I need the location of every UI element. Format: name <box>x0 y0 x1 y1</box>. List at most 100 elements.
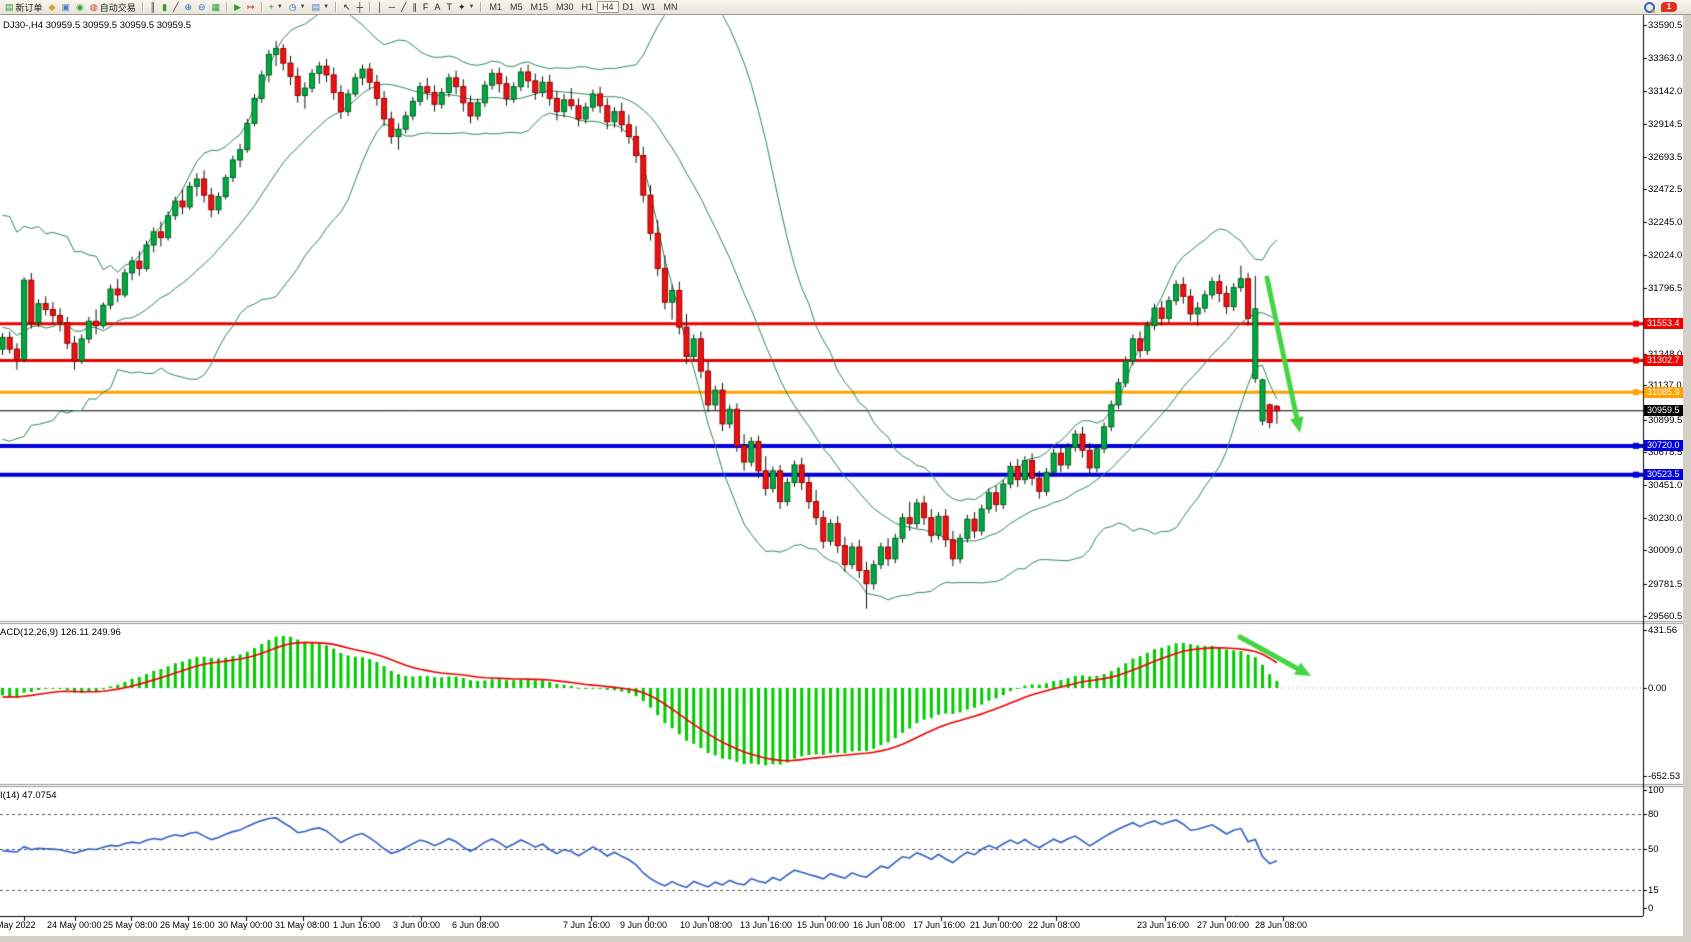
market-watch-icon: ◆ <box>48 2 56 12</box>
search-icon[interactable] <box>1644 1 1655 13</box>
cursor-button[interactable]: ↖ <box>340 1 354 14</box>
vertical-line-icon: │ <box>376 2 383 12</box>
price-axis-tick: 29560.5 <box>1648 610 1683 622</box>
indicators-plus-icon: + <box>268 2 274 12</box>
time-axis-label: 24 May 00:00 <box>47 920 102 930</box>
rsi-axis-tick: 80 <box>1648 808 1659 820</box>
time-axis-label: 22 Jun 08:00 <box>1028 920 1081 930</box>
timeframe-button-m15[interactable]: M15 <box>530 2 548 12</box>
periods-dropdown-icon[interactable]: ▼ <box>299 4 306 10</box>
channel-icon: ∥ <box>412 2 417 12</box>
rsi-axis-tick: 100 <box>1648 785 1664 796</box>
crosshair-icon: ┼ <box>356 2 363 12</box>
new-order-icon: ▤ <box>5 2 14 12</box>
rsi-axis-tick: 15 <box>1648 885 1659 897</box>
price-axis-tick: 31348.0 <box>1648 349 1682 360</box>
time-axis-label: 10 Jun 08:00 <box>680 920 733 930</box>
equidistant-channel-button[interactable]: ∥ <box>409 1 420 14</box>
time-axis-label: 25 May 08:00 <box>103 920 158 930</box>
time-axis-label: 13 Jun 16:00 <box>740 920 793 930</box>
timeframe-button-w1[interactable]: W1 <box>642 2 656 12</box>
clock-icon: ◷ <box>288 2 297 12</box>
templates-button[interactable]: ▤ ▼ <box>309 1 332 14</box>
cursor-icon: ↖ <box>343 2 351 12</box>
price-level-badge: 31085.9 <box>1644 386 1691 398</box>
timeframe-button-d1[interactable]: D1 <box>622 2 635 12</box>
toolbar-separator <box>335 2 338 12</box>
horizontal-line-button[interactable]: ─ <box>386 1 398 14</box>
notifications-badge[interactable]: 1 <box>1661 2 1677 12</box>
timeframe-button-h1[interactable]: H1 <box>581 2 594 12</box>
rsi-axis-tick: 50 <box>1648 844 1659 855</box>
price-level-badge: 31302.7 <box>1644 354 1691 366</box>
price-axis-tick: 30230.0 <box>1648 512 1683 524</box>
autotrading-icon: ◍ <box>89 2 98 12</box>
price-axis-tick: 32693.5 <box>1648 151 1683 163</box>
periods-button[interactable]: ◷ ▼ <box>286 1 309 14</box>
bar-chart-button[interactable]: ║ <box>147 1 159 14</box>
price-axis-tick: 30678.5 <box>1648 446 1683 458</box>
arrows-tool-icon: ✦ <box>457 2 466 12</box>
tile-windows-button[interactable]: ▦ <box>209 1 224 14</box>
zoom-out-button[interactable]: ⊖ <box>195 1 209 14</box>
candlestick-chart-button[interactable]: ▮ <box>159 1 170 14</box>
toolbar-separator <box>226 2 229 12</box>
timeframe-button-m30[interactable]: M30 <box>555 2 574 12</box>
price-axis-tick: 32024.0 <box>1648 249 1683 261</box>
zoom-in-button[interactable]: ⊕ <box>181 1 195 14</box>
market-watch-button[interactable]: ◆ <box>46 1 59 14</box>
arrows-tool-dropdown-icon[interactable]: ▼ <box>468 4 475 10</box>
price-axis-tick: 29781.5 <box>1648 578 1683 590</box>
price-axis-tick: 30899.5 <box>1648 414 1683 426</box>
chart-shift-icon: ↦ <box>247 2 255 12</box>
timeframe-button-m1[interactable]: M1 <box>489 2 502 12</box>
tile-windows-icon: ▦ <box>211 2 221 12</box>
time-axis-label: 30 May 00:00 <box>218 920 273 930</box>
new-order-button[interactable]: ▤ 新订单 <box>2 1 46 14</box>
time-axis-label: 16 Jun 08:00 <box>853 920 906 930</box>
indicators-dropdown-icon[interactable]: ▼ <box>276 4 283 10</box>
trendline-button[interactable]: ╱ <box>398 1 409 14</box>
time-axis-label: 21 Jun 00:00 <box>970 920 1023 930</box>
window-bottom-edge <box>0 936 1691 942</box>
time-axis-label: 7 Jun 16:00 <box>563 920 611 930</box>
autotrading-button[interactable]: ◍ 自动交易 <box>87 1 139 14</box>
vertical-line-button[interactable]: │ <box>374 1 386 14</box>
chart-shift-button[interactable]: ↦ <box>244 1 258 14</box>
price-axis-tick: 33363.0 <box>1648 53 1683 65</box>
timeframe-button-h4[interactable]: H4 <box>597 1 619 13</box>
line-chart-button[interactable]: ╱ <box>170 1 181 14</box>
auto-scroll-icon: ▶ <box>234 2 241 12</box>
fibonacci-icon: F <box>422 2 429 12</box>
time-axis-label: 1 Jun 16:00 <box>333 920 381 930</box>
fibonacci-button[interactable]: F <box>420 1 432 14</box>
time-axis-label: 17 Jun 16:00 <box>913 920 966 930</box>
timeframe-button-mn[interactable]: MN <box>663 2 678 12</box>
toolbar-separator <box>480 2 483 12</box>
signals-icon: ◉ <box>75 2 84 12</box>
rsi-axis-tick: 0 <box>1648 903 1654 914</box>
price-axis-tick: 33590.5 <box>1648 20 1683 31</box>
templates-dropdown-icon[interactable]: ▼ <box>323 4 330 10</box>
rsi-indicator-label: I(14) 47.0754 <box>0 790 57 801</box>
price-axis-tick: 30009.0 <box>1648 545 1683 557</box>
template-chart-icon: ▤ <box>311 2 321 12</box>
auto-scroll-button[interactable]: ▶ <box>231 1 244 14</box>
arrows-tool-button[interactable]: ✦ ▼ <box>455 1 478 14</box>
navigator-button[interactable]: ▣ <box>58 1 73 14</box>
label-icon: T <box>446 2 452 12</box>
navigator-icon: ▣ <box>61 2 70 12</box>
toolbar-separator <box>141 2 144 12</box>
time-axis-label: 6 Jun 08:00 <box>452 920 500 930</box>
price-level-badge: 31553.4 <box>1644 318 1691 330</box>
timeframe-button-m5[interactable]: M5 <box>509 2 523 12</box>
indicators-button[interactable]: + ▼ <box>266 1 286 14</box>
price-axis-tick: 32472.5 <box>1648 183 1683 195</box>
signals-button[interactable]: ◉ <box>73 1 87 14</box>
new-order-label: 新订单 <box>15 2 43 13</box>
crosshair-button[interactable]: ┼ <box>354 1 366 14</box>
text-label-button[interactable]: T <box>443 1 455 14</box>
text-button[interactable]: A <box>431 1 443 14</box>
